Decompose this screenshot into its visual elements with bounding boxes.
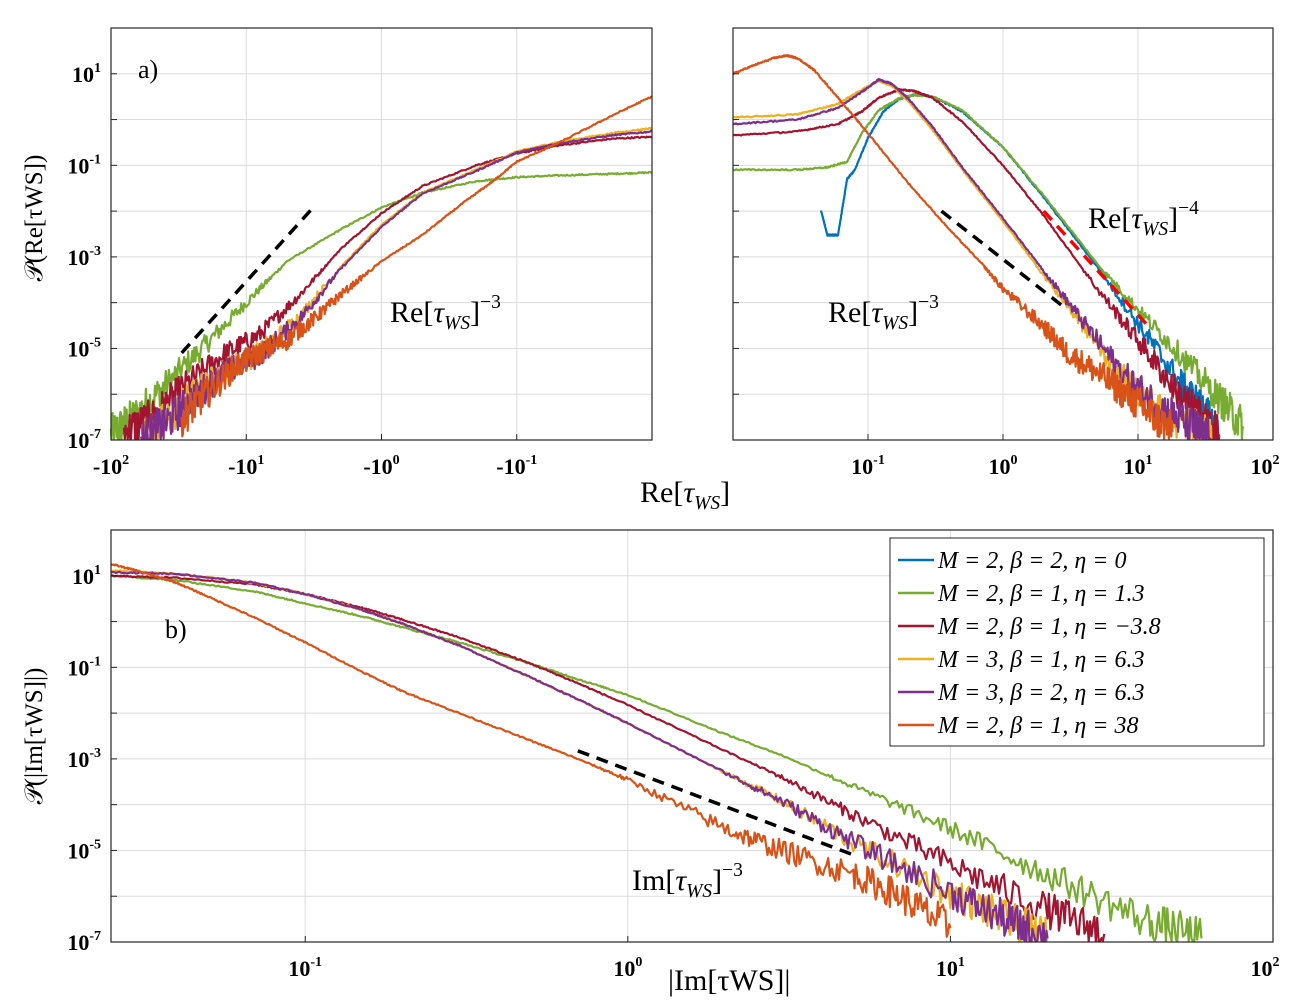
y-tick-label: 10-1	[67, 654, 101, 680]
x-tick-label: 101	[936, 955, 965, 981]
legend-label: M = 2, β = 1, η = 1.3	[937, 581, 1144, 607]
series-line	[110, 563, 952, 938]
legend: M = 2, β = 2, η = 0 M = 2, β = 1, η = 1.3…	[889, 537, 1265, 747]
y-tick-label: 10-7	[67, 427, 101, 453]
legend-item: M = 3, β = 1, η = 6.3	[898, 647, 1144, 673]
reference-line-slope-3	[180, 206, 315, 355]
reference-label-a-right-black: Re[τWS]−3	[828, 292, 939, 334]
series-line	[732, 54, 1174, 441]
legend-label: M = 2, β = 1, η = −3.8	[937, 614, 1161, 640]
x-tick-label: 102	[1251, 955, 1280, 981]
x-tick-label: 101	[1124, 453, 1153, 479]
legend-label: M = 2, β = 2, η = 0	[937, 548, 1126, 574]
x-axis-label-a: Re[τWS]	[640, 476, 730, 514]
legend-item: M = 2, β = 1, η = 38	[898, 713, 1138, 739]
x-tick-label: -102	[93, 453, 129, 479]
y-axis-label-b: 𝒫(|Im[τWS]|)	[21, 668, 48, 805]
x-tick-label: -101	[228, 453, 264, 479]
y-tick-label: 101	[72, 61, 101, 87]
y-tick-label: 10-3	[67, 244, 101, 270]
series-line	[732, 79, 1213, 441]
legend-item: M = 3, β = 2, η = 6.3	[898, 680, 1144, 706]
x-tick-label: -10-1	[496, 453, 537, 479]
a_right-grid	[732, 27, 1274, 441]
x-tick-label: -100	[363, 453, 399, 479]
b-series-group	[110, 563, 1203, 943]
x-tick-label: 10-1	[851, 453, 885, 479]
legend-label: M = 3, β = 2, η = 6.3	[937, 680, 1144, 706]
reference-label-a-right-red: Re[τWS]−4	[1088, 198, 1199, 240]
x-tick-label: 100	[989, 453, 1018, 479]
y-tick-label: 10-5	[67, 335, 101, 361]
legend-item: M = 2, β = 1, η = −3.8	[898, 614, 1161, 640]
legend-item: M = 2, β = 2, η = 0	[898, 548, 1126, 574]
panel-label-a: a)	[138, 55, 158, 84]
b-axes-box	[110, 529, 1274, 943]
legend-label: M = 3, β = 1, η = 6.3	[937, 647, 1144, 673]
x-axis-label-b: |Im[τWS]|	[668, 964, 790, 997]
a_left-series-group	[109, 95, 653, 441]
series-line	[139, 129, 653, 441]
reference-line-slope-4	[1042, 209, 1150, 328]
reference-line-slope-3	[940, 209, 1069, 312]
legend-item: M = 2, β = 1, η = 1.3	[898, 581, 1144, 607]
y-tick-label: 10-1	[67, 152, 101, 178]
reference-line-slope-3	[577, 749, 854, 857]
reference-label-b: Im[τWS]−3	[632, 860, 743, 902]
series-line	[110, 574, 1203, 943]
x-tick-label: 102	[1251, 453, 1280, 479]
reference-label-a-left: Re[τWS]−3	[390, 292, 501, 334]
legend-box	[889, 537, 1265, 747]
series-line	[110, 570, 1049, 943]
panel-label-b: b)	[165, 615, 187, 644]
x-tick-label: 10-1	[288, 955, 322, 981]
y-tick-label: 10-5	[67, 837, 101, 863]
y-axis-label-a-text: 𝒫(Re[τWS])	[21, 155, 48, 282]
x-tick-label: 100	[613, 955, 642, 981]
y-axis-label-b-text: 𝒫(|Im[τWS]|)	[21, 668, 48, 805]
series-line	[820, 93, 1221, 441]
series-line	[180, 95, 653, 438]
y-tick-label: 10-3	[67, 746, 101, 772]
y-axis-label-a: 𝒫(Re[τWS])	[21, 155, 48, 282]
a_right-series-group	[732, 54, 1245, 441]
series-line	[109, 170, 653, 441]
series-line	[732, 93, 1245, 441]
series-line	[732, 87, 1221, 441]
y-tick-label: 10-7	[67, 929, 101, 955]
legend-label: M = 2, β = 1, η = 38	[937, 713, 1138, 739]
y-tick-label: 101	[72, 563, 101, 589]
